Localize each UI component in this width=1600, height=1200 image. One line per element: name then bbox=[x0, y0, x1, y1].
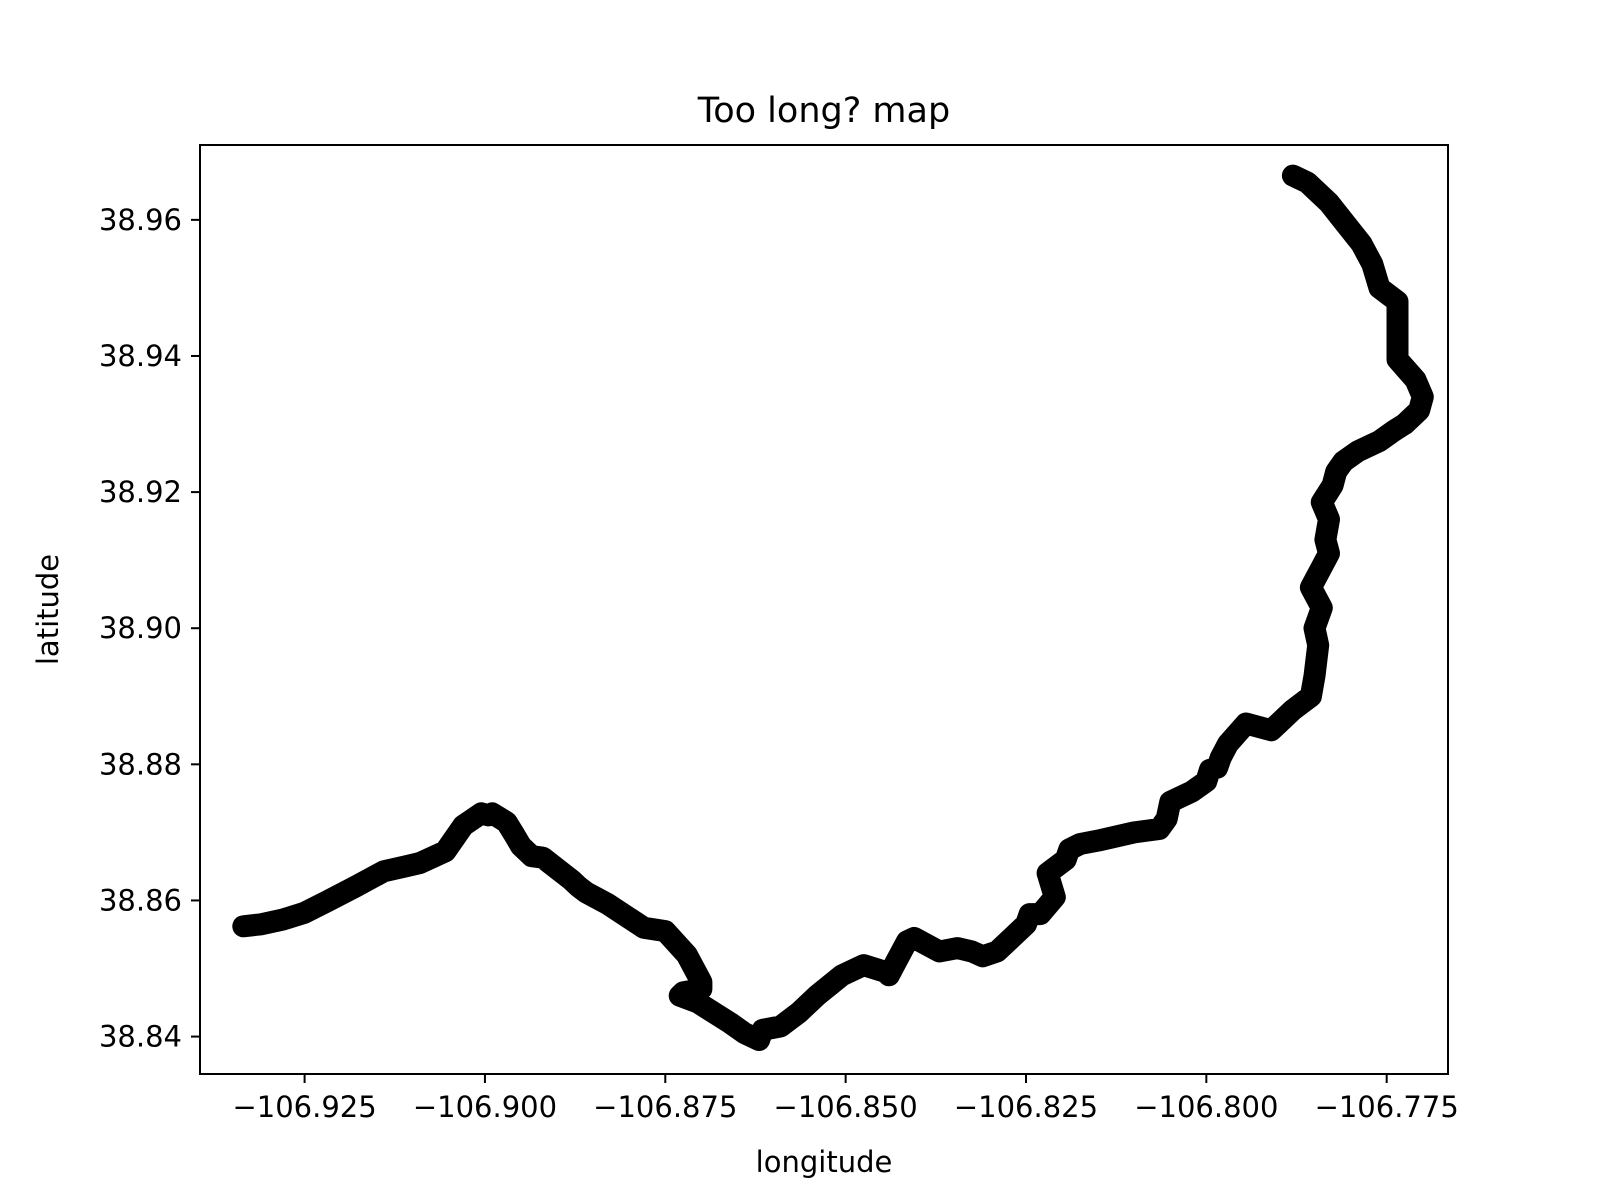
plot-area bbox=[232, 164, 1434, 1051]
x-tick-label: −106.900 bbox=[413, 1090, 557, 1124]
x-tick-label: −106.775 bbox=[1315, 1090, 1459, 1124]
y-axis: 38.84 38.86 38.88 38.90 38.92 38.94 38.96 bbox=[99, 203, 200, 1054]
y-axis-label: latitude bbox=[31, 554, 65, 665]
y-tick-label: 38.96 bbox=[99, 203, 182, 237]
x-tick-label: −106.800 bbox=[1134, 1090, 1278, 1124]
x-axis: −106.925 −106.900 −106.875 −106.850 −106.825… bbox=[232, 1074, 1459, 1124]
y-tick-label: 38.86 bbox=[99, 883, 182, 917]
y-tick-label: 38.90 bbox=[99, 611, 182, 645]
y-tick-label: 38.84 bbox=[99, 1020, 182, 1054]
chart-title: Too long? map bbox=[697, 91, 950, 131]
y-tick-label: 38.92 bbox=[99, 475, 182, 509]
x-tick-label: −106.925 bbox=[232, 1090, 376, 1124]
x-tick-label: −106.875 bbox=[593, 1090, 737, 1124]
x-tick-label: −106.825 bbox=[954, 1090, 1098, 1124]
y-tick-label: 38.94 bbox=[99, 339, 182, 373]
route-line bbox=[232, 164, 1434, 1051]
plot-frame bbox=[199, 144, 1449, 1075]
y-tick-label: 38.88 bbox=[99, 747, 182, 781]
x-tick-label: −106.850 bbox=[774, 1090, 918, 1124]
x-axis-label: longitude bbox=[756, 1145, 893, 1179]
